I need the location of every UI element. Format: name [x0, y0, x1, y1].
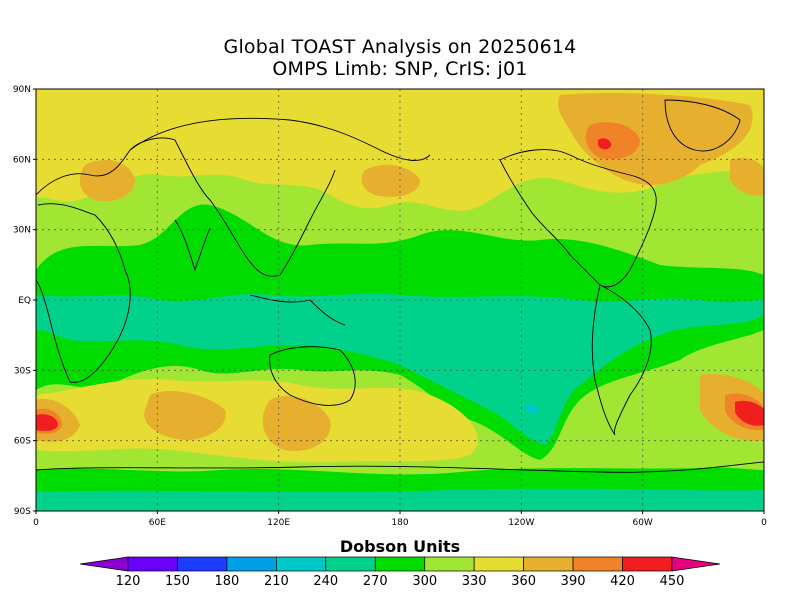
colorbar-level-label: 180 [214, 574, 239, 589]
latitude-label: EQ [18, 296, 31, 306]
ozone-field [36, 89, 764, 511]
field-390-blob [262, 396, 331, 451]
colorbar-level-label: 330 [462, 574, 487, 589]
colorbar-swatch [177, 556, 228, 572]
colorbar-title: Dobson Units [340, 537, 460, 556]
colorbar-level-label: 450 [660, 574, 685, 589]
latitude-label: 60N [13, 155, 31, 165]
field-390-blob [144, 390, 226, 440]
colorbar-max-arrow [671, 556, 721, 572]
colorbar-swatch [523, 556, 574, 572]
colorbar-level-label: 240 [313, 574, 338, 589]
colorbar-swatch [325, 556, 376, 572]
longitude-label: 180 [391, 518, 408, 528]
coastlines [36, 99, 764, 473]
field-420-blob [585, 122, 640, 160]
colorbar-min-arrow [79, 556, 129, 572]
colorbar-level-label: 150 [165, 574, 190, 589]
field-390-blob [558, 93, 753, 185]
latitude-label: 90S [14, 507, 31, 517]
longitude-label: 60W [632, 518, 652, 528]
field-450-peak [598, 138, 612, 150]
latitude-axis: 90N 60N 30N EQ 30S 60S 90S [13, 85, 36, 517]
colorbar: Dobson Units 120 150 180 210 240 270 300 330 360… [79, 537, 721, 589]
latitude-label: 90N [13, 85, 31, 95]
longitude-label: 60E [149, 518, 166, 528]
field-390-blob [730, 158, 764, 196]
colorbar-level-label: 360 [511, 574, 536, 589]
latitude-label: 30N [13, 226, 31, 236]
colorbar-level-label: 300 [412, 574, 437, 589]
colorbar-swatch [226, 556, 277, 572]
field-270-band [36, 293, 764, 445]
colorbar-level-label: 120 [116, 574, 141, 589]
colorbar-level-label: 390 [561, 574, 586, 589]
colorbar-swatch [473, 556, 524, 572]
longitude-axis: 0 60E 120E 180 120W 60W 0 [33, 511, 767, 528]
colorbar-swatch [276, 556, 327, 572]
colorbar-swatch [622, 556, 673, 572]
field-390-blob [79, 160, 135, 202]
colorbar-swatch [374, 556, 426, 572]
latitude-label: 60S [14, 437, 31, 447]
field-450-peak [735, 400, 764, 426]
map-subtitle: OMPS Limb: SNP, CrIS: j01 [272, 58, 528, 80]
field-240-spot [525, 403, 539, 415]
field-270-band-south [36, 488, 764, 511]
longitude-label: 120E [267, 518, 290, 528]
grid-lines [36, 89, 764, 511]
colorbar-level-label: 420 [610, 574, 635, 589]
map-title: Global TOAST Analysis on 20250614 [223, 36, 577, 58]
colorbar-swatch [127, 556, 178, 572]
colorbar-level-label: 270 [363, 574, 388, 589]
colorbar-swatch [572, 556, 623, 572]
field-360-band-south [36, 378, 478, 463]
colorbar-level-label: 210 [264, 574, 289, 589]
colorbar-swatch [424, 556, 475, 572]
longitude-label: 0 [761, 518, 767, 528]
longitude-label: 120W [508, 518, 534, 528]
field-390-blob [361, 164, 420, 197]
latitude-label: 30S [14, 366, 31, 376]
field-450-peak [36, 414, 58, 431]
longitude-label: 0 [33, 518, 39, 528]
